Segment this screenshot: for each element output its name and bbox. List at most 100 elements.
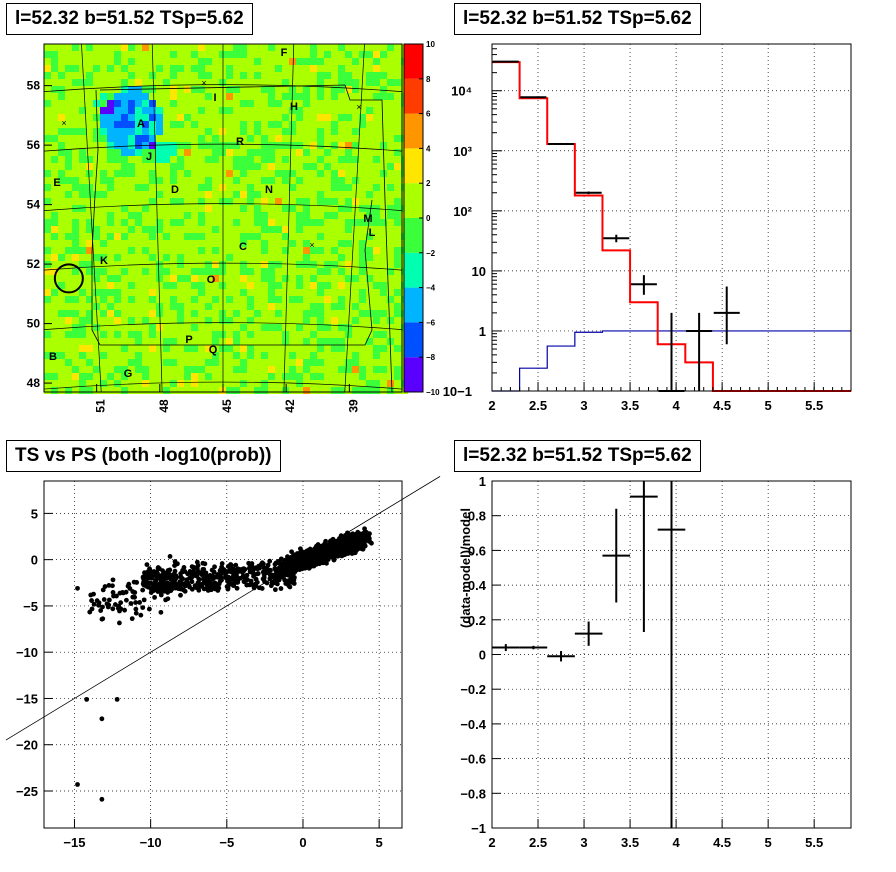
map-pixel [296, 72, 303, 79]
map-pixel [289, 331, 296, 338]
map-pixel [345, 247, 352, 254]
map-pixel [198, 275, 205, 282]
map-pixel [135, 289, 142, 296]
map-pixel [219, 191, 226, 198]
map-pixel [184, 219, 191, 226]
map-pixel [359, 107, 366, 114]
map-pixel [170, 156, 177, 163]
map-pixel [366, 261, 373, 268]
map-pixel [373, 282, 380, 289]
map-pixel [359, 275, 366, 282]
map-pixel [366, 79, 373, 86]
map-pixel [226, 79, 233, 86]
map-pixel [247, 366, 254, 373]
map-pixel [387, 247, 394, 254]
map-pixel [128, 296, 135, 303]
map-pixel [128, 345, 135, 352]
map-pixel [128, 163, 135, 170]
map-pixel [114, 191, 121, 198]
map-pixel [170, 338, 177, 345]
map-pixel [191, 268, 198, 275]
map-pixel [331, 268, 338, 275]
map-pixel [86, 373, 93, 380]
map-pixel [149, 107, 156, 114]
map-pixel [331, 254, 338, 261]
map-pixel [380, 303, 387, 310]
map-pixel [317, 86, 324, 93]
map-pixel [65, 191, 72, 198]
map-pixel [303, 191, 310, 198]
map-pixel [114, 345, 121, 352]
map-pixel [177, 247, 184, 254]
map-pixel [282, 121, 289, 128]
map-pixel [100, 282, 107, 289]
map-pixel [142, 72, 149, 79]
map-pixel [233, 373, 240, 380]
map-pixel [156, 380, 163, 387]
map-pixel [254, 100, 261, 107]
map-pixel [156, 331, 163, 338]
map-pixel [261, 72, 268, 79]
map-pixel [282, 72, 289, 79]
region-label-E: E [53, 177, 60, 189]
map-pixel [317, 121, 324, 128]
map-pixel [219, 366, 226, 373]
map-pixel [247, 338, 254, 345]
map-pixel [121, 261, 128, 268]
map-pixel [373, 58, 380, 65]
map-pixel [254, 79, 261, 86]
map-pixel [121, 303, 128, 310]
map-pixel [79, 359, 86, 366]
map-pixel [324, 366, 331, 373]
map-pixel [310, 184, 317, 191]
map-pixel [275, 198, 282, 205]
map-pixel [205, 296, 212, 303]
map-pixel [212, 93, 219, 100]
map-pixel [93, 247, 100, 254]
map-pixel [170, 135, 177, 142]
map-pixel [247, 233, 254, 240]
map-pixel [170, 310, 177, 317]
map-pixel [373, 149, 380, 156]
map-pixel [79, 198, 86, 205]
map-pixel [261, 86, 268, 93]
map-pixel [58, 163, 65, 170]
map-pixel [58, 107, 65, 114]
map-pixel [156, 128, 163, 135]
map-pixel [254, 149, 261, 156]
map-pixel [359, 289, 366, 296]
map-pixel [93, 128, 100, 135]
map-pixel [324, 240, 331, 247]
map-pixel [317, 233, 324, 240]
map-pixel [240, 373, 247, 380]
map-pixel [191, 79, 198, 86]
map-pixel [93, 79, 100, 86]
map-pixel [303, 51, 310, 58]
map-pixel [345, 86, 352, 93]
map-pixel [296, 268, 303, 275]
map-pixel [149, 72, 156, 79]
map-pixel [100, 58, 107, 65]
map-pixel [240, 380, 247, 387]
map-pixel [331, 163, 338, 170]
map-pixel [142, 107, 149, 114]
map-pixel [142, 149, 149, 156]
map-pixel [331, 149, 338, 156]
map-pixel [324, 310, 331, 317]
map-pixel [177, 310, 184, 317]
map-pixel [135, 317, 142, 324]
map-pixel [114, 247, 121, 254]
map-pixel [219, 114, 226, 121]
map-pixel [184, 387, 191, 394]
map-pixel [261, 289, 268, 296]
map-pixel [373, 275, 380, 282]
map-pixel [121, 317, 128, 324]
map-pixel [331, 303, 338, 310]
map-pixel [163, 345, 170, 352]
map-pixel [72, 58, 79, 65]
map-pixel [247, 373, 254, 380]
map-pixel [268, 226, 275, 233]
map-pixel [310, 296, 317, 303]
map-pixel [331, 44, 338, 51]
map-pixel [226, 331, 233, 338]
